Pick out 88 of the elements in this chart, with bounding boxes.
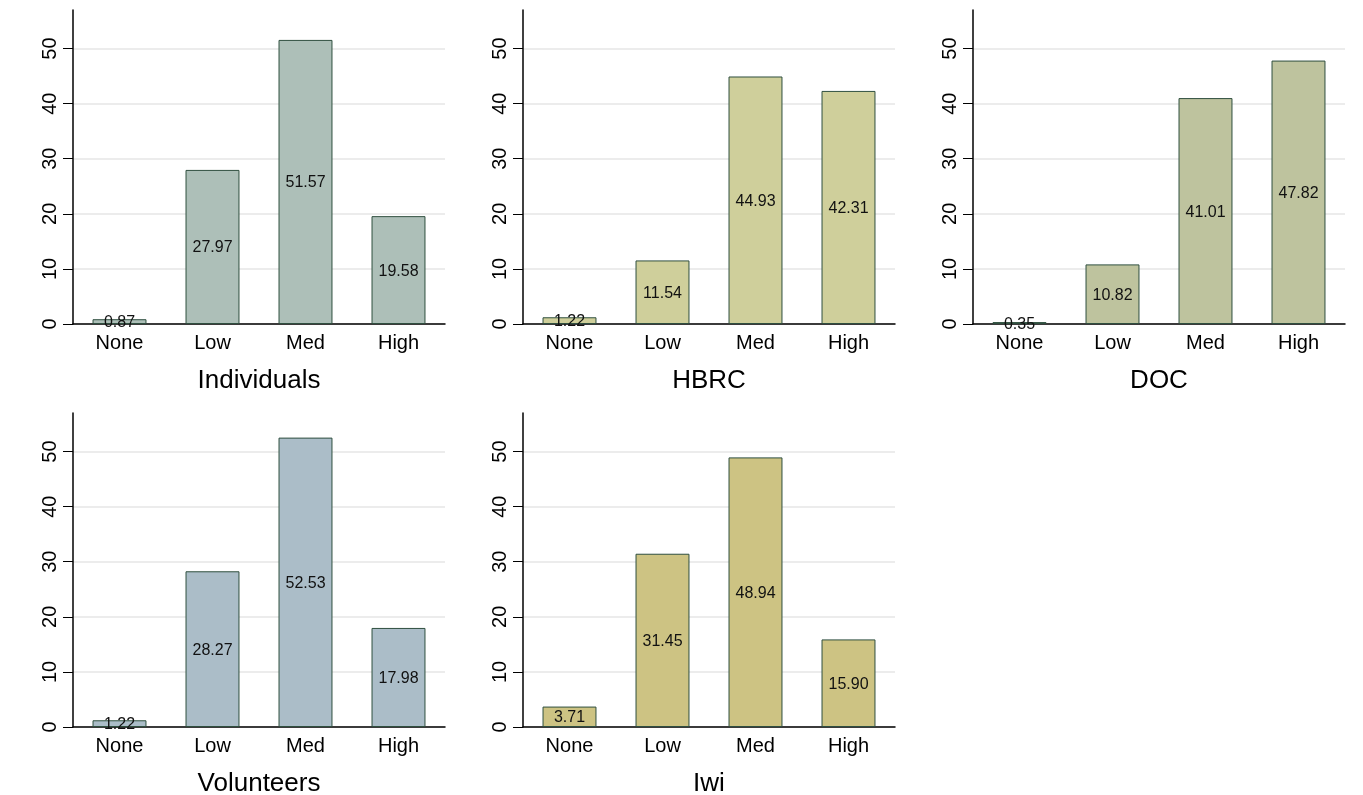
y-tick-label: 30 bbox=[488, 550, 510, 573]
data-label: 44.93 bbox=[735, 191, 776, 209]
data-label: 3.71 bbox=[553, 708, 586, 726]
x-tick-label: High bbox=[827, 734, 870, 756]
x-tick-label: Med bbox=[736, 734, 775, 756]
data-label: 0.87 bbox=[103, 313, 136, 331]
x-tick-label: High bbox=[1277, 331, 1320, 353]
x-tick-label: None bbox=[995, 331, 1044, 353]
x-axis-title: DOC bbox=[1130, 364, 1188, 394]
y-tick-label: 10 bbox=[38, 257, 60, 281]
bar bbox=[821, 90, 876, 324]
data-label: 51.57 bbox=[285, 173, 326, 191]
x-tick-label: High bbox=[827, 331, 870, 353]
y-tick-label: 40 bbox=[488, 92, 510, 115]
x-tick-label: Med bbox=[1186, 331, 1225, 353]
bar bbox=[1085, 264, 1140, 324]
bar bbox=[635, 260, 690, 324]
data-label: 41.01 bbox=[1185, 202, 1226, 220]
y-tick-label: 0 bbox=[488, 318, 510, 330]
y-tick-label: 20 bbox=[938, 202, 960, 225]
bar bbox=[635, 553, 690, 727]
bar bbox=[371, 627, 426, 727]
x-tick-label: None bbox=[95, 734, 144, 756]
x-tick-label: Low bbox=[194, 734, 232, 756]
data-label: 27.97 bbox=[192, 238, 233, 256]
y-tick-label: 0 bbox=[38, 318, 60, 330]
data-label: 10.82 bbox=[1092, 285, 1133, 303]
y-tick-label: 0 bbox=[38, 721, 60, 733]
x-tick-label: Med bbox=[736, 331, 775, 353]
y-tick-label: 50 bbox=[488, 37, 510, 60]
x-axis-title: Volunteers bbox=[197, 767, 321, 795]
x-tick-label: None bbox=[545, 331, 594, 353]
bar bbox=[278, 437, 333, 727]
y-tick-label: 0 bbox=[938, 318, 960, 330]
x-tick-label: None bbox=[95, 331, 144, 353]
data-label: 17.98 bbox=[378, 668, 419, 686]
x-tick-label: High bbox=[377, 734, 420, 756]
bar bbox=[542, 706, 597, 727]
x-axis-title: Individuals bbox=[197, 364, 321, 394]
x-tick-label: Med bbox=[286, 331, 325, 353]
y-tick-label: 10 bbox=[38, 660, 60, 684]
y-tick-label: 10 bbox=[938, 257, 960, 281]
x-tick-label: Low bbox=[1094, 331, 1132, 353]
y-tick-label: 20 bbox=[488, 605, 510, 628]
y-tick-label: 40 bbox=[488, 495, 510, 518]
y-tick-label: 30 bbox=[938, 147, 960, 170]
data-label: 15.90 bbox=[828, 674, 869, 692]
data-label: 31.45 bbox=[642, 631, 683, 649]
y-tick-label: 20 bbox=[38, 202, 60, 225]
y-tick-label: 30 bbox=[38, 550, 60, 573]
y-tick-label: 10 bbox=[488, 257, 510, 281]
data-label: 47.82 bbox=[1278, 183, 1319, 201]
y-tick-label: 50 bbox=[938, 37, 960, 60]
bar bbox=[728, 76, 783, 324]
y-tick-label: 50 bbox=[38, 37, 60, 60]
y-tick-label: 30 bbox=[488, 147, 510, 170]
x-tick-label: Low bbox=[644, 331, 682, 353]
data-label: 28.27 bbox=[192, 640, 233, 658]
bar bbox=[185, 571, 240, 727]
y-tick-label: 40 bbox=[938, 92, 960, 115]
y-tick-label: 40 bbox=[38, 92, 60, 115]
y-tick-label: 30 bbox=[38, 147, 60, 170]
y-tick-label: 50 bbox=[38, 440, 60, 463]
x-tick-label: Med bbox=[286, 734, 325, 756]
y-tick-label: 10 bbox=[488, 660, 510, 684]
x-tick-label: Low bbox=[644, 734, 682, 756]
y-tick-label: 20 bbox=[488, 202, 510, 225]
x-axis-title: Iwi bbox=[693, 767, 725, 795]
data-label: 11.54 bbox=[643, 283, 683, 301]
x-tick-label: High bbox=[377, 331, 420, 353]
bar bbox=[185, 169, 240, 324]
y-tick-label: 50 bbox=[488, 440, 510, 463]
bar bbox=[371, 216, 426, 324]
x-tick-label: None bbox=[545, 734, 594, 756]
x-tick-label: Low bbox=[194, 331, 232, 353]
data-label: 42.31 bbox=[828, 198, 869, 216]
bar bbox=[1178, 98, 1233, 324]
y-tick-label: 0 bbox=[488, 721, 510, 733]
y-tick-label: 40 bbox=[38, 495, 60, 518]
bar bbox=[728, 457, 783, 727]
data-label: 19.58 bbox=[378, 261, 419, 279]
bar bbox=[278, 39, 333, 324]
data-label: 52.53 bbox=[285, 573, 326, 591]
bar bbox=[821, 639, 876, 727]
bar bbox=[1271, 60, 1326, 324]
x-axis-title: HBRC bbox=[672, 364, 746, 394]
data-label: 48.94 bbox=[735, 583, 776, 601]
y-tick-label: 20 bbox=[38, 605, 60, 628]
